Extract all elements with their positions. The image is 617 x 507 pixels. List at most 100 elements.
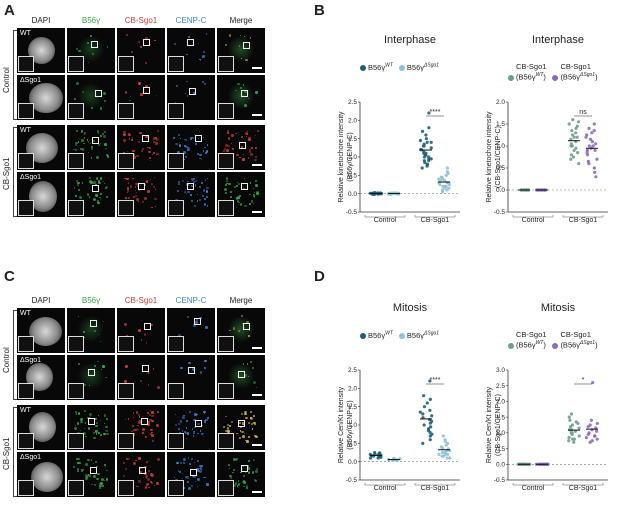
micrograph-tile [117,308,165,353]
zoom-inset [168,103,184,119]
data-point [577,434,581,438]
row-label: WT [20,127,31,134]
micrograph-tile [117,172,165,217]
micrograph-tile [67,75,115,120]
zoom-inset [218,56,234,72]
category-label: CB-Sgo1 [421,485,450,492]
zoom-inset [118,383,134,399]
zoom-inset [68,383,84,399]
group-label: Control [2,67,11,93]
data-point [570,129,574,133]
legend: B56γWT B56γΔSgo1 [360,330,445,340]
data-point [448,456,452,460]
zoom-inset [18,433,34,449]
data-point [425,140,429,144]
y-tick-label: 1.0 [348,422,357,429]
y-tick-label: 0.0 [496,187,505,194]
y-tick-label: 0.5 [348,441,357,448]
data-point [373,450,377,455]
data-point [441,454,446,458]
significance-label: * [582,377,585,384]
y-tick-label: 0.0 [496,461,505,468]
row-label: WT [20,30,31,37]
data-point [576,120,581,124]
data-point [441,434,445,438]
y-tick-label: 1.5 [348,404,357,411]
zoom-box [91,136,99,144]
legend-item: B56γΔSgo1 [398,330,439,340]
data-point [420,129,425,133]
data-point [429,157,433,161]
column-header: DAPI [31,296,51,305]
data-point [440,450,445,455]
column-header: DAPI [31,16,51,25]
zoom-inset [118,56,134,72]
significance-label: **** [430,377,441,384]
scale-bar [252,444,262,446]
zoom-box [194,420,202,428]
column-header: CB-Sgo1 [124,296,158,305]
data-point [575,124,579,128]
category-bracket [414,483,456,486]
data-point [567,415,571,419]
micrograph-tile [167,75,215,120]
data-point [569,144,573,148]
y-tick-label: 0.0 [348,191,357,198]
zoom-inset [68,480,84,496]
zoom-inset [68,103,84,119]
zoom-inset [68,153,84,169]
zoom-box [194,318,202,326]
zoom-inset [118,200,134,216]
y-tick-label: 1.0 [496,143,505,150]
zoom-box [187,183,194,191]
legend: CB-Sgo1 (B56γWT) CB-Sgo1 (B56γΔSgo1) [508,62,604,82]
legend-item: CB-Sgo1 (B56γΔSgo1) [552,62,598,82]
data-point [590,140,595,144]
data-point [568,418,572,422]
data-point [428,397,432,401]
category-label: Control [522,217,545,224]
zoom-box [141,365,149,373]
data-point [440,175,444,179]
data-point [422,149,426,154]
category-bracket [562,483,604,486]
column-header: Merge [229,296,253,305]
data-point [572,148,576,152]
micrograph-tile [117,405,165,450]
data-point [428,438,432,442]
micrograph-tile [217,355,265,400]
y-tick-label: 1.5 [496,121,505,128]
y-axis-label: Relative Cen/Kt intensity (B56γ/CENP-C) [338,386,354,464]
data-point [595,437,599,441]
zoom-box [138,182,146,190]
zoom-box [238,370,246,378]
column-header: CENP-C [175,16,207,25]
panel-letter-b: B [314,2,325,19]
category-label: CB-Sgo1 [569,485,598,492]
zoom-box [242,322,250,330]
zoom-box [189,469,197,477]
data-point [594,142,598,146]
data-point [587,144,591,148]
zoom-inset [218,480,234,496]
group-label: Control [2,347,11,373]
panel-letter-a: A [4,2,15,19]
panel-letter-c: C [4,268,15,285]
plot-title: Mitosis [540,302,576,314]
data-point [572,440,576,444]
zoom-box [140,418,148,426]
data-point [424,133,428,137]
micrograph-tile [167,405,215,450]
data-point [378,191,382,195]
zoom-box [138,466,146,474]
data-point [418,410,422,414]
y-tick-label: 0.5 [496,165,505,172]
significance-label: ns [579,109,587,116]
y-tick-label: 1.0 [348,154,357,161]
row-label: ΔSgo1 [20,357,42,364]
data-point [593,434,597,438]
column-header: CB-Sgo1 [124,16,158,25]
micrograph-tile [67,308,115,353]
legend-item: B56γΔSgo1 [398,62,439,72]
data-point [443,450,447,455]
